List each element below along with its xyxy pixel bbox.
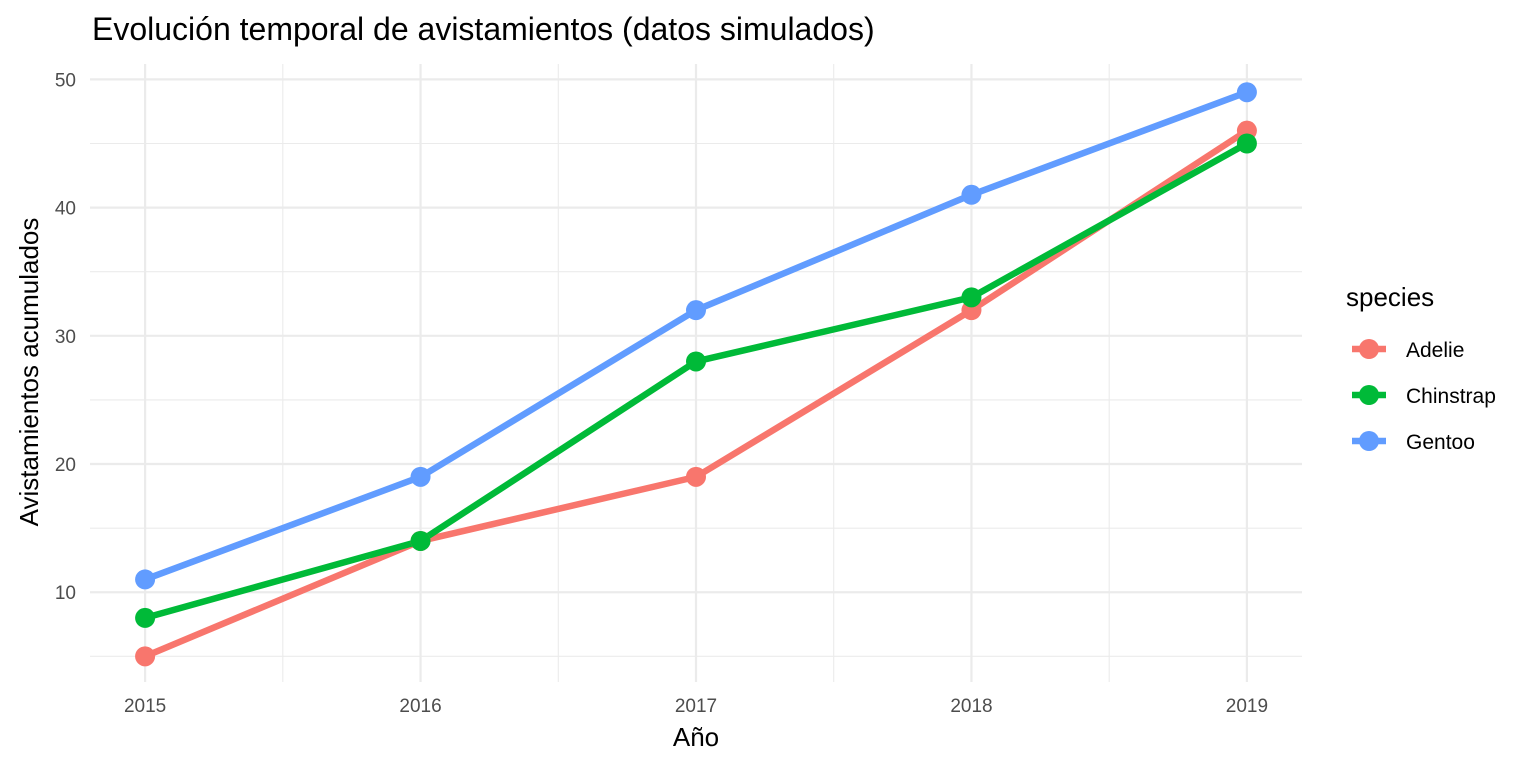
data-point-chinstrap [1236, 133, 1257, 154]
legend: species Adelie Chinstrap Gentoo [1346, 282, 1496, 454]
data-point-adelie [686, 466, 706, 487]
data-point-gentoo [1236, 82, 1257, 103]
data-point-gentoo [961, 184, 982, 205]
y-axis-title: Avistamientos acumulados [14, 218, 44, 527]
x-axis-title: Año [673, 722, 719, 752]
x-tick-label: 2017 [675, 696, 717, 717]
y-tick-label: 20 [55, 455, 76, 476]
legend-key-point [1359, 339, 1379, 359]
y-tick-label: 40 [55, 199, 76, 220]
chart-title: Evolución temporal de avistamientos (dat… [92, 11, 875, 47]
data-point-gentoo [410, 466, 431, 487]
x-tick-label: 2016 [399, 696, 441, 717]
legend-label: Chinstrap [1406, 385, 1496, 408]
y-tick-label: 30 [55, 327, 76, 348]
data-point-chinstrap [135, 607, 156, 628]
legend-key-point [1359, 385, 1379, 405]
data-point-chinstrap [961, 287, 982, 308]
grid [90, 64, 1302, 682]
y-tick-label: 50 [55, 70, 76, 91]
data-point-gentoo [135, 569, 156, 590]
legend-key-point [1359, 431, 1379, 451]
legend-label: Gentoo [1406, 431, 1475, 454]
legend-title: species [1346, 282, 1434, 312]
data-point-gentoo [686, 300, 706, 321]
y-tick-label: 10 [55, 583, 76, 604]
x-tick-label: 2019 [1226, 696, 1268, 717]
data-point-chinstrap [686, 351, 706, 372]
x-axis-ticks: 2015 2016 2017 2018 2019 [124, 696, 1268, 717]
legend-label: Adelie [1406, 339, 1464, 362]
data-point-adelie [135, 646, 156, 667]
x-tick-label: 2018 [950, 696, 992, 717]
x-tick-label: 2015 [124, 696, 166, 717]
series-points [135, 82, 1257, 667]
data-point-chinstrap [410, 530, 431, 551]
y-axis-ticks: 10 20 30 40 50 [55, 70, 76, 604]
